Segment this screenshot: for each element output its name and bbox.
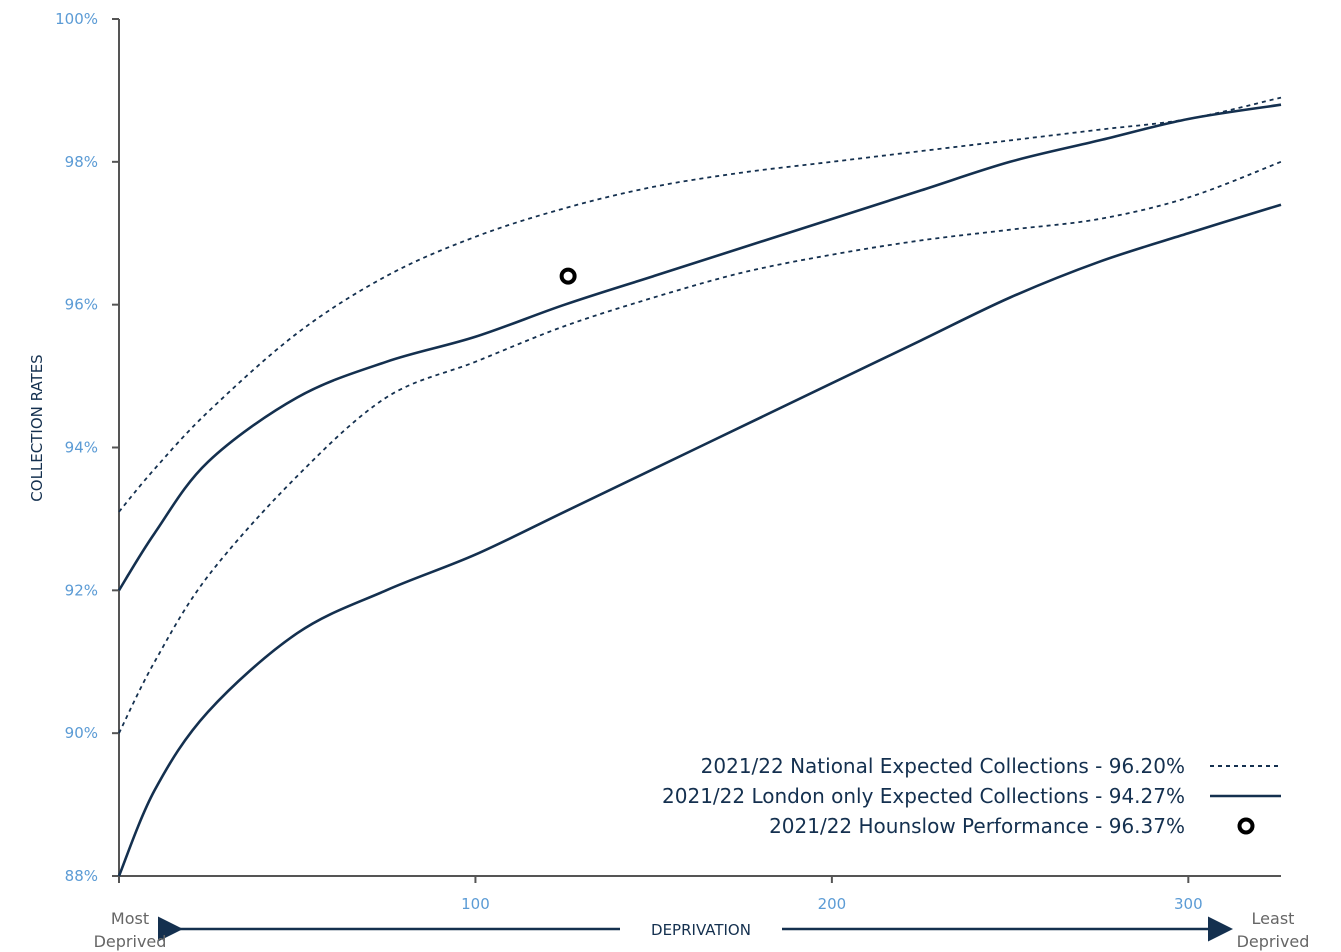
y-tick-label: 98% [65,153,98,171]
national-expected-upper-line [118,96,1282,513]
x-tick-label: 300 [1174,895,1203,913]
x-axis-title: DEPRIVATION [651,921,751,939]
y-tick-label: 96% [65,296,98,314]
x-tick-label: 200 [818,895,847,913]
hounslow-performance-marker [559,267,577,285]
legend: 2021/22 National Expected Collections - … [662,754,1281,838]
legend-label-london: 2021/22 London only Expected Collections… [662,784,1185,808]
y-axis-title: COLLECTION RATES [28,354,46,501]
y-tick-label: 100% [55,10,98,28]
y-tick-label: 92% [65,581,98,599]
london-expected-lower-line [117,203,1282,877]
legend-label-national: 2021/22 National Expected Collections - … [701,754,1185,778]
x-tick-label: 100 [461,895,490,913]
most-deprived-label-line1: Most [111,909,149,928]
y-tick-label: 94% [65,439,98,457]
y-tick-label: 90% [65,724,98,742]
legend-label-hounslow: 2021/22 Hounslow Performance - 96.37% [769,814,1185,838]
y-tick-label: 88% [65,867,98,885]
national-expected-lower-line [118,160,1282,734]
least-deprived-label-line1: Least [1252,909,1295,928]
legend-symbol-ring-marker [1237,817,1255,835]
most-deprived-label-line2: Deprived [94,932,167,951]
london-expected-upper-line [117,103,1282,591]
least-deprived-label-line2: Deprived [1237,932,1310,951]
